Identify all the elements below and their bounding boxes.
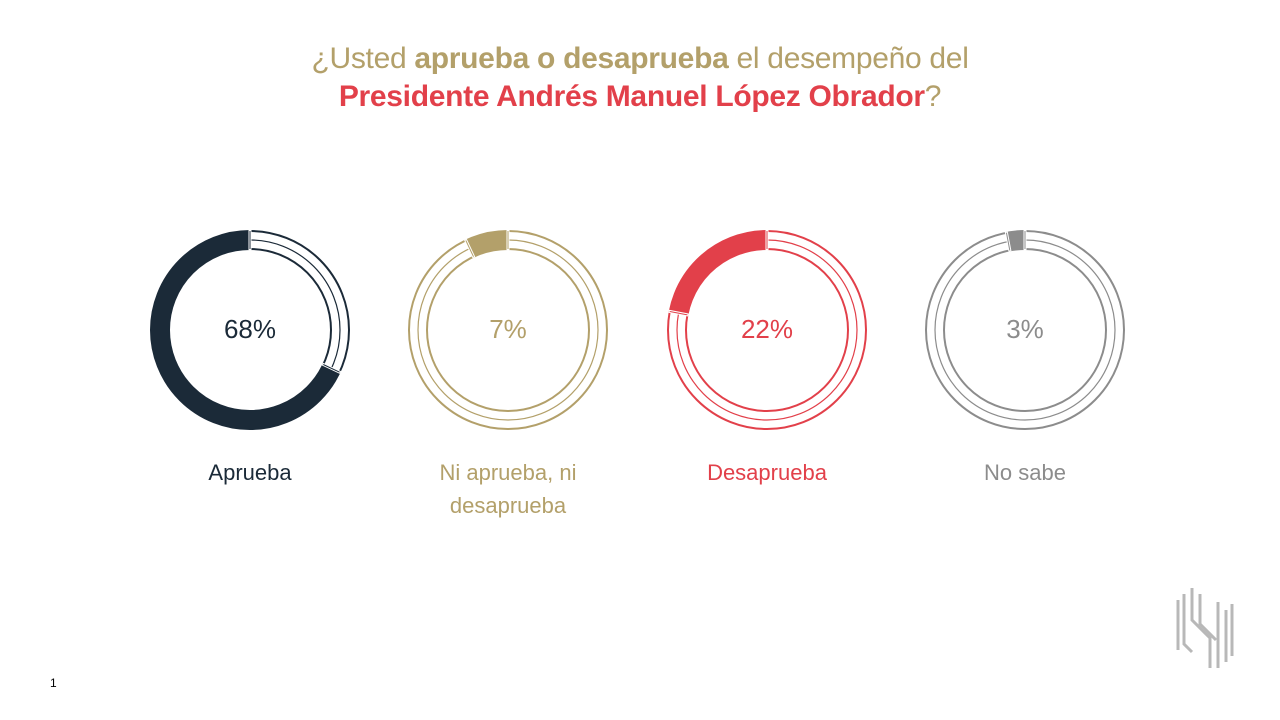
- category-label-3: Desaprueba: [657, 456, 877, 489]
- title-part-4: Presidente Andrés Manuel López Obrador: [338, 80, 925, 113]
- donut-separator-edge: [1005, 232, 1011, 251]
- donut-value-arc: [1006, 231, 1026, 250]
- category-label-1: Aprueba: [140, 456, 360, 489]
- category-label-line: No sabe: [984, 460, 1066, 485]
- donut-value-arc: [466, 231, 509, 257]
- title-part-1: ¿Usted: [311, 42, 415, 75]
- donut-value-label: 68%: [224, 314, 276, 344]
- category-label-line: Ni aprueba, ni: [439, 460, 577, 485]
- donut-value-arc: [670, 231, 768, 315]
- category-label-line: desaprueba: [449, 493, 567, 518]
- chart-title: ¿Usted aprueba o desaprueba el desempeño…: [0, 40, 1280, 116]
- donut-value-label: 7%: [489, 314, 527, 344]
- title-line-2: Presidente Andrés Manuel López Obrador?: [0, 78, 1280, 116]
- category-label-line: Aprueba: [208, 460, 292, 485]
- donut-2: 7%: [408, 230, 608, 430]
- category-label-line: Desaprueba: [707, 460, 827, 485]
- title-part-5: ?: [924, 80, 942, 113]
- title-line-1: ¿Usted aprueba o desaprueba el desempeño…: [0, 40, 1280, 78]
- donut-value-label: 22%: [741, 314, 793, 344]
- donut-separator-edge: [669, 310, 688, 316]
- donut-value-label: 3%: [1006, 314, 1044, 344]
- donut-separator-edge: [465, 240, 474, 257]
- donut-3: 22%: [667, 230, 867, 430]
- donut-separator-edge: [323, 364, 340, 373]
- page-number: 1: [50, 676, 57, 690]
- title-part-2: aprueba o desaprueba: [414, 42, 729, 75]
- donut-1: 68%: [150, 230, 350, 430]
- donut-4: 3%: [925, 230, 1125, 430]
- title-part-3: el desempeño del: [728, 42, 969, 75]
- donut-value-arc: [151, 231, 340, 429]
- brand-logo: [1176, 588, 1234, 668]
- category-label-2: Ni aprueba, ni desaprueba: [398, 456, 618, 522]
- category-label-4: No sabe: [915, 456, 1135, 489]
